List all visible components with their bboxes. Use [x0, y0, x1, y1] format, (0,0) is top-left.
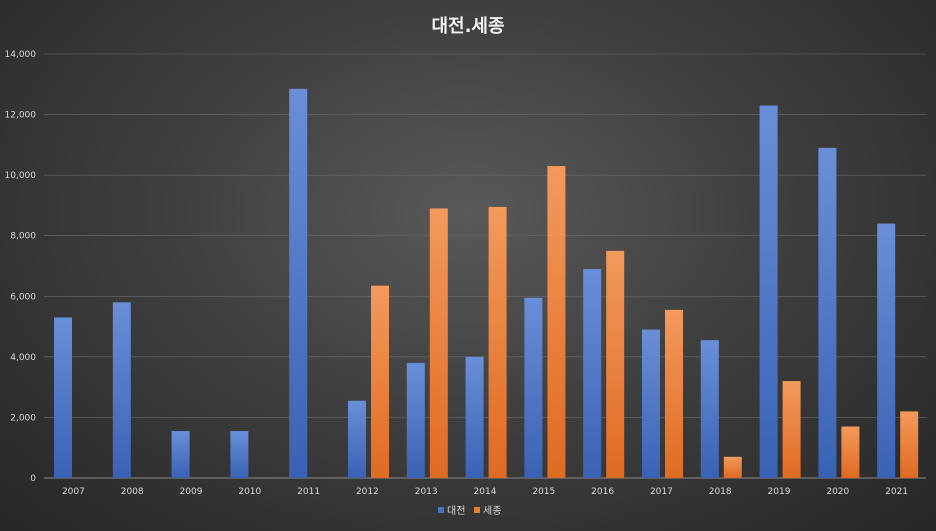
y-tick-label: 10,000 — [5, 171, 37, 181]
y-tick-label: 8,000 — [10, 232, 36, 242]
bar-series2 — [782, 381, 801, 478]
legend: 대전 세종 — [438, 505, 501, 517]
bar-series2 — [547, 166, 566, 479]
y-tick-label: 12,000 — [5, 111, 37, 121]
bar-series1 — [465, 356, 484, 478]
bar-series1 — [230, 431, 249, 478]
bar-series1 — [700, 340, 719, 478]
bar-series1 — [289, 88, 308, 478]
bar-series2 — [488, 206, 507, 478]
bar-series1 — [112, 302, 131, 478]
x-tick-label: 2018 — [709, 487, 732, 497]
x-tick-label: 2009 — [180, 487, 203, 497]
legend-label: 세종 — [483, 505, 501, 517]
x-tick-label: 2019 — [768, 487, 791, 497]
bar-series1 — [583, 269, 602, 478]
y-tick-label: 6,000 — [10, 292, 36, 302]
x-tick-label: 2020 — [826, 487, 849, 497]
y-tick-label: 0 — [30, 474, 36, 484]
x-tick-label: 2021 — [885, 487, 908, 497]
bar-series1 — [406, 362, 425, 478]
bar-series2 — [429, 208, 448, 478]
bar-series2 — [606, 250, 625, 478]
x-tick-label: 2015 — [532, 487, 555, 497]
x-tick-label: 2011 — [297, 487, 320, 497]
y-axis-ticks: 0 2,000 4,000 6,000 8,000 10,000 12,000 14,000 — [5, 50, 37, 484]
bar-series1 — [524, 297, 543, 478]
bar-series1 — [642, 329, 660, 478]
bar-series1 — [759, 105, 778, 478]
x-tick-label: 2012 — [356, 487, 379, 497]
x-tick-label: 2007 — [62, 487, 85, 497]
bar-series1 — [171, 431, 190, 478]
bar-series2 — [665, 309, 683, 478]
legend-swatch — [474, 507, 480, 513]
gridlines — [44, 53, 926, 479]
bar-series2 — [900, 411, 919, 478]
x-tick-label: 2008 — [121, 487, 144, 497]
x-tick-label: 2010 — [238, 487, 261, 497]
y-tick-label: 4,000 — [10, 353, 36, 363]
bar-series1 — [818, 147, 837, 478]
bar-series1 — [54, 317, 72, 478]
x-axis-ticks: 2007 2008 2009 2010 2011 2012 2013 2014 2015 2016… — [62, 487, 908, 497]
chart-title: 대전.세종 — [431, 16, 504, 37]
bar-series2 — [371, 285, 389, 478]
y-tick-label: 2,000 — [10, 413, 36, 423]
x-tick-label: 2017 — [650, 487, 673, 497]
x-tick-label: 2014 — [474, 487, 497, 497]
y-tick-label: 14,000 — [5, 50, 37, 60]
bar-series1 — [877, 223, 896, 478]
bar-series2 — [841, 426, 860, 478]
legend-swatch — [438, 507, 444, 513]
bars — [54, 88, 919, 479]
legend-label: 대전 — [447, 505, 465, 517]
x-tick-label: 2016 — [591, 487, 614, 497]
bar-series2 — [723, 456, 742, 478]
bar-series1 — [348, 400, 366, 478]
x-tick-label: 2013 — [415, 487, 438, 497]
